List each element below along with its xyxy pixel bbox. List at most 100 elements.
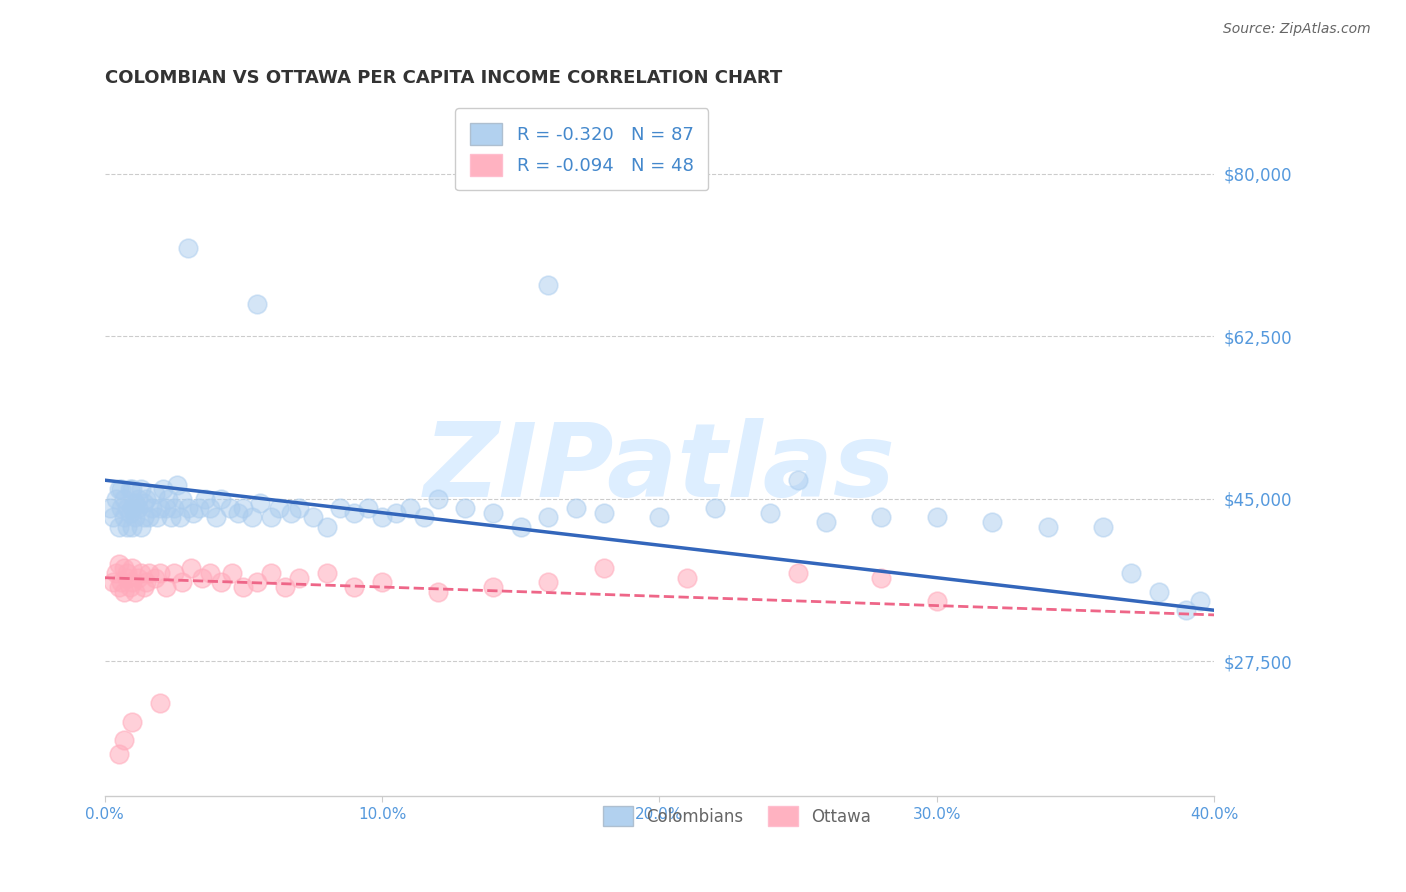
Point <box>149 501 172 516</box>
Point <box>981 515 1004 529</box>
Point <box>101 510 124 524</box>
Legend: Colombians, Ottawa: Colombians, Ottawa <box>596 799 879 833</box>
Point <box>121 519 143 533</box>
Point <box>112 561 135 575</box>
Point <box>98 501 121 516</box>
Point <box>218 501 240 516</box>
Point <box>132 510 155 524</box>
Point <box>537 278 560 293</box>
Point <box>426 584 449 599</box>
Point <box>107 747 129 762</box>
Point <box>149 696 172 710</box>
Point <box>104 566 127 580</box>
Point <box>112 491 135 506</box>
Point <box>115 501 138 516</box>
Point <box>183 506 205 520</box>
Point <box>1189 594 1212 608</box>
Point <box>357 501 380 516</box>
Point <box>676 571 699 585</box>
Point <box>101 575 124 590</box>
Point <box>115 566 138 580</box>
Point <box>925 594 948 608</box>
Point <box>177 241 200 255</box>
Point <box>315 519 337 533</box>
Point <box>787 473 810 487</box>
Point <box>191 571 214 585</box>
Point <box>1092 519 1115 533</box>
Point <box>1147 584 1170 599</box>
Text: Source: ZipAtlas.com: Source: ZipAtlas.com <box>1223 22 1371 37</box>
Point <box>124 510 146 524</box>
Point <box>260 566 283 580</box>
Point <box>157 491 180 506</box>
Point <box>343 580 366 594</box>
Point <box>232 580 254 594</box>
Point <box>246 575 269 590</box>
Point <box>110 501 132 516</box>
Point <box>115 519 138 533</box>
Point <box>221 566 243 580</box>
Point <box>301 510 323 524</box>
Point <box>121 714 143 729</box>
Point <box>412 510 434 524</box>
Point <box>1175 603 1198 617</box>
Point <box>107 483 129 497</box>
Point <box>152 483 174 497</box>
Point <box>155 580 177 594</box>
Point <box>274 580 297 594</box>
Point <box>135 575 157 590</box>
Point <box>107 557 129 571</box>
Point <box>371 575 394 590</box>
Point <box>121 561 143 575</box>
Point <box>118 483 141 497</box>
Point <box>104 491 127 506</box>
Point <box>132 496 155 510</box>
Point <box>112 510 135 524</box>
Point <box>482 580 505 594</box>
Point <box>107 519 129 533</box>
Point <box>288 571 311 585</box>
Point <box>135 491 157 506</box>
Text: COLOMBIAN VS OTTAWA PER CAPITA INCOME CORRELATION CHART: COLOMBIAN VS OTTAWA PER CAPITA INCOME CO… <box>104 69 782 87</box>
Point <box>166 478 188 492</box>
Point <box>204 510 226 524</box>
Point <box>482 506 505 520</box>
Point <box>143 571 166 585</box>
Point <box>118 506 141 520</box>
Point <box>269 501 291 516</box>
Point <box>110 483 132 497</box>
Point <box>787 566 810 580</box>
Point <box>121 501 143 516</box>
Point <box>240 510 263 524</box>
Point <box>209 491 232 506</box>
Text: ZIPatlas: ZIPatlas <box>423 418 896 519</box>
Point <box>155 501 177 516</box>
Point <box>537 510 560 524</box>
Point <box>232 501 254 516</box>
Point <box>226 506 249 520</box>
Point <box>121 575 143 590</box>
Point <box>315 566 337 580</box>
Point <box>426 491 449 506</box>
Point <box>138 510 160 524</box>
Point <box>509 519 531 533</box>
Point <box>385 506 408 520</box>
Point <box>565 501 588 516</box>
Point <box>280 506 302 520</box>
Point <box>172 491 194 506</box>
Point <box>371 510 394 524</box>
Point <box>198 566 221 580</box>
Point <box>648 510 671 524</box>
Point <box>329 501 352 516</box>
Point <box>870 571 893 585</box>
Point <box>172 575 194 590</box>
Point <box>112 733 135 747</box>
Point <box>143 487 166 501</box>
Point <box>454 501 477 516</box>
Point <box>112 584 135 599</box>
Point <box>121 483 143 497</box>
Point <box>127 571 149 585</box>
Point <box>1036 519 1059 533</box>
Point <box>180 561 202 575</box>
Point <box>537 575 560 590</box>
